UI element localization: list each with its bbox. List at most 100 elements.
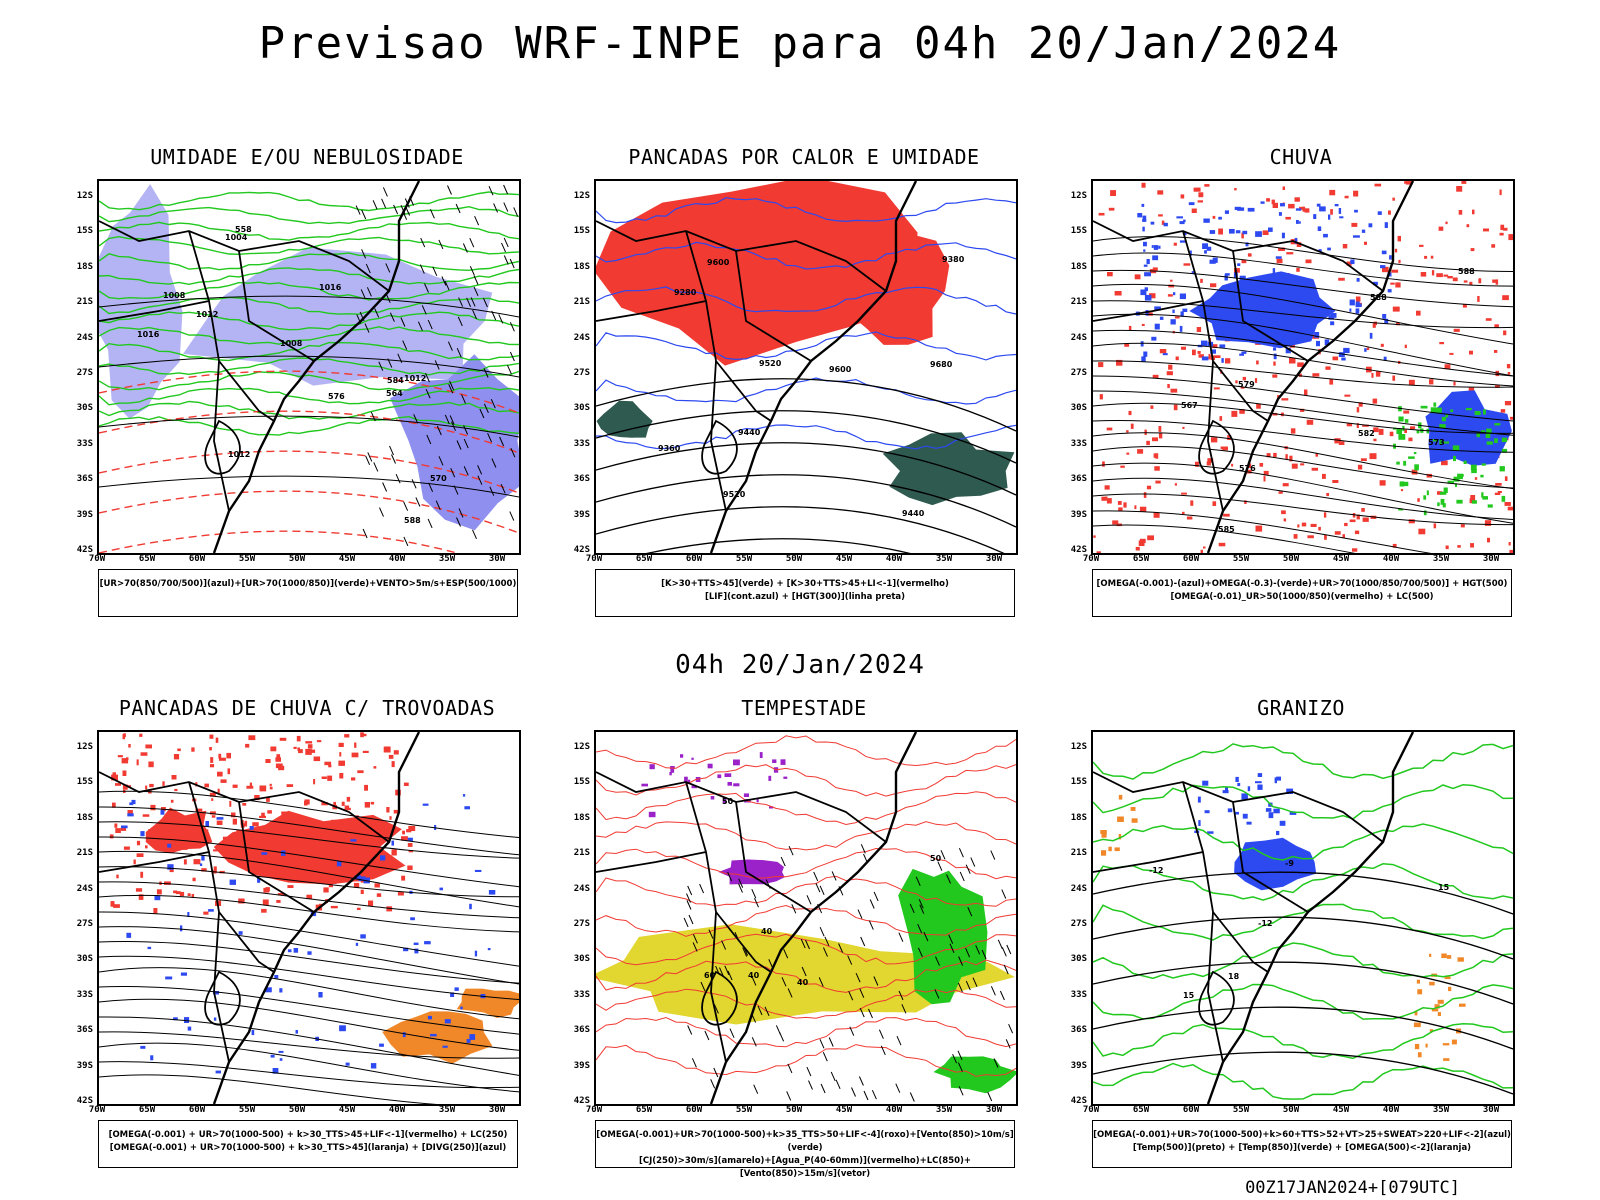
contour-label: 9440 [902, 509, 925, 518]
thunderstorm-area [368, 900, 374, 907]
thunderstorm-area [275, 757, 281, 762]
contour-label: 50 [930, 854, 942, 863]
contour-label: 9680 [930, 360, 953, 369]
thunderstorm-area [333, 880, 337, 884]
rain-cell [1293, 534, 1298, 539]
rain-cell [1210, 283, 1217, 288]
longitude-label: 30W [1482, 554, 1500, 564]
omega-area [1298, 288, 1306, 294]
rain-cell [1306, 419, 1314, 425]
hail-area [1241, 793, 1248, 800]
wind-vector [970, 857, 976, 867]
omega-area [1173, 292, 1176, 296]
wind-vector [871, 1089, 877, 1100]
divergence-point [413, 942, 419, 945]
thunderstorm-area [364, 784, 368, 791]
omega-strong-area [1433, 402, 1437, 407]
rain-cell [1301, 522, 1307, 527]
rain-cell [1380, 343, 1384, 347]
wind-vector [806, 1066, 812, 1077]
wind-vector [470, 297, 476, 307]
wind-vector [427, 319, 433, 330]
wind-vector [355, 205, 361, 215]
wind-vector [859, 1007, 865, 1018]
omega-area [1341, 357, 1346, 361]
thunderstorm-area [173, 754, 180, 760]
pressure-contour [99, 415, 519, 438]
thunderstorm-area [122, 770, 127, 776]
thunderstorm-area [191, 894, 195, 898]
rain-cell [1214, 355, 1221, 358]
rain-cell [1207, 458, 1214, 463]
omega-strong-area [1414, 464, 1419, 471]
rain-cell [1338, 441, 1345, 445]
omega-500-point [1130, 807, 1136, 811]
omega-area [1239, 353, 1244, 356]
wind-vector [1001, 947, 1007, 957]
rain-cell [1408, 437, 1413, 442]
thunderstorm-area [312, 840, 319, 845]
omega-area [1294, 237, 1298, 244]
omega-area [1184, 232, 1187, 236]
wind-vector [831, 871, 837, 881]
longitude-label: 55W [1232, 1105, 1250, 1115]
rain-cell [1484, 520, 1492, 526]
wind-vector [848, 990, 854, 1001]
rain-cell [1273, 361, 1276, 366]
longitude-label: 50W [1282, 554, 1300, 564]
contour-label: 584 [387, 376, 404, 385]
thunderstorm-area [145, 744, 152, 749]
latitude-label: 39S [1070, 509, 1087, 520]
latitude-label: 39S [573, 509, 590, 520]
omega-area [1209, 259, 1216, 264]
omega-500-point [1441, 953, 1447, 959]
longitude-label: 55W [238, 554, 256, 564]
wind-vector [1005, 1039, 1011, 1049]
wind-vector [849, 1026, 855, 1036]
geopotential-contour [596, 506, 1005, 553]
wind-vector [420, 237, 426, 248]
thunderstorm-area [296, 735, 301, 742]
thunderstorm-area [364, 802, 370, 808]
thunderstorm-area [265, 759, 271, 763]
rain-cell [1354, 530, 1360, 535]
longitude-label: 70W [1082, 554, 1100, 564]
streamline [99, 986, 519, 1035]
thunderstorm-area [140, 871, 144, 878]
contour-label: 582 [1358, 429, 1375, 438]
longitude-label: 55W [735, 554, 753, 564]
omega-strong-area [1486, 441, 1493, 445]
wind-vector [488, 185, 494, 196]
rain-cell [1183, 263, 1191, 266]
wind-vector [819, 885, 825, 896]
thunderstorm-area [145, 845, 148, 849]
rain-cell [1357, 464, 1363, 470]
rain-cell [1110, 190, 1116, 196]
omega-strong-area [1481, 492, 1484, 498]
thunderstorm-area [383, 832, 386, 837]
thunderstorm-area [248, 735, 256, 741]
panel-1-title: UMIDADE E/OU NEBULOSIDADE [150, 145, 464, 169]
rain-cell [1362, 517, 1369, 522]
rain-cell [1161, 220, 1165, 225]
thunderstorm-area [136, 840, 141, 846]
rain-cell [1424, 255, 1428, 259]
humidity-contour [99, 296, 519, 315]
contour-label: 40 [797, 978, 809, 987]
lifted-index-contour [596, 241, 1016, 270]
omega-strong-area [1470, 464, 1477, 471]
rain-cell [1170, 388, 1178, 393]
omega-area [1172, 309, 1175, 314]
wind-vector [742, 947, 748, 957]
omega-area [1206, 246, 1212, 251]
rain-cell [1218, 228, 1223, 235]
wind-vector [896, 1035, 902, 1046]
rain-cell [1282, 483, 1289, 487]
rain-cell [1469, 498, 1473, 504]
wind-vector [958, 956, 964, 966]
omega-area [1152, 255, 1159, 261]
latitude-label: 33S [76, 438, 93, 449]
omega-area [1219, 319, 1223, 325]
wind-vector [458, 297, 464, 307]
thunderstorm-area [122, 734, 125, 740]
